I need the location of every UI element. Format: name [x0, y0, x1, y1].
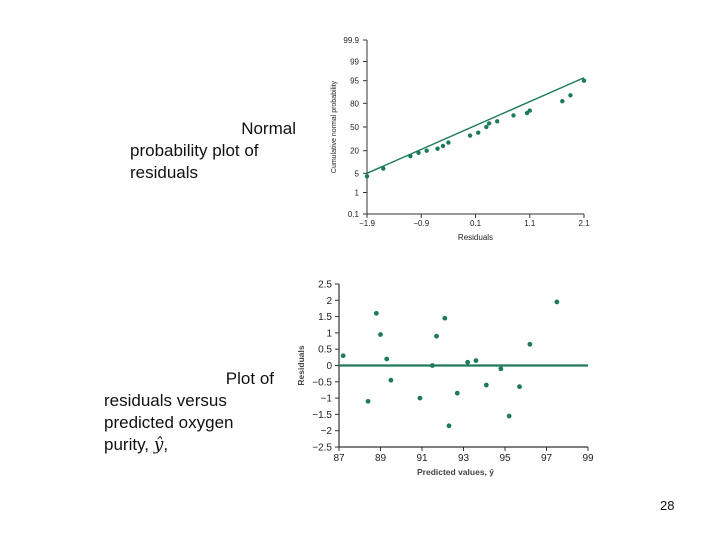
caption-line: probability plot of: [130, 141, 259, 160]
caption-text: ,: [163, 435, 169, 454]
data-point: [495, 119, 500, 124]
data-point: [365, 398, 371, 404]
normal-probability-plot: 0.1 1 5 20 50 80 95 99 99.9 −1.9 −0.9 0.1 1.1 2.1 Resi…: [331, 36, 590, 242]
y-tick-label: 0.1: [348, 210, 360, 219]
x-tick-label: 91: [416, 453, 428, 464]
y-tick-label: 80: [350, 99, 359, 108]
x-tick-label: 0.1: [470, 219, 482, 228]
caption-line: purity, ŷ,: [104, 434, 274, 456]
data-point: [378, 332, 383, 337]
data-point: [388, 377, 394, 383]
data-point: [384, 356, 390, 362]
data-point: [473, 358, 479, 364]
y-tick-label: 2: [326, 296, 332, 307]
data-point: [581, 78, 587, 83]
y-tick-label: 0.5: [318, 345, 332, 356]
fit-line: [366, 77, 585, 174]
x-axis-label: Predicted values, ŷ: [417, 467, 494, 477]
x-tick-label: 89: [375, 453, 387, 464]
y-tick-label: −1: [321, 394, 333, 405]
data-point: [517, 384, 522, 390]
normal-plot-caption: Normal probability plot of residuals: [130, 118, 300, 184]
data-point: [381, 166, 386, 171]
y-tick-label: 20: [350, 147, 359, 156]
data-point: [442, 315, 448, 321]
data-point: [416, 150, 421, 155]
data-point: [506, 413, 512, 419]
data-point: [511, 113, 516, 118]
y-hat-symbol: ŷ: [153, 435, 164, 455]
page-number: 28: [660, 498, 675, 513]
caption-line: Normal: [241, 119, 296, 138]
y-tick-label: 1.5: [318, 312, 332, 323]
x-tick-label: 2.1: [578, 219, 590, 228]
data-point: [554, 299, 560, 305]
data-point: [373, 310, 379, 316]
x-tick-label: 93: [458, 453, 470, 464]
y-tick-label: 5: [355, 169, 360, 178]
data-point: [484, 124, 489, 130]
y-tick-label: 1: [355, 188, 360, 197]
y-tick-label: 99.9: [343, 36, 359, 45]
residuals-vs-predicted-plot: −2.5 −2 −1.5 −1 −0.5 0 0.5 1 1.5 2 2.5 87 89 91 93 95 97…: [296, 280, 594, 478]
data-point: [446, 423, 452, 429]
data-point: [568, 93, 573, 98]
data-point: [498, 366, 504, 372]
residual-plot-caption: Plot of residuals versus predicted oxyge…: [104, 368, 274, 456]
data-point: [476, 130, 481, 135]
data-point: [527, 341, 533, 347]
y-tick-label: 2.5: [318, 280, 332, 291]
data-point: [429, 363, 435, 368]
data-point: [364, 174, 370, 179]
x-tick-label: 87: [333, 453, 345, 464]
data-point: [408, 153, 413, 159]
data-point: [560, 99, 565, 104]
data-point: [483, 382, 489, 388]
y-axis-label: Cumulative normal probability: [331, 80, 338, 173]
y-tick-label: 95: [350, 77, 359, 86]
data-point: [454, 390, 460, 396]
y-axis-label: Residuals: [296, 345, 306, 385]
caption-line: residuals: [130, 163, 199, 182]
caption-line: Plot of: [225, 369, 274, 388]
y-tick-label: −2: [321, 426, 333, 437]
caption-text: purity,: [104, 435, 154, 454]
data-point: [446, 140, 451, 145]
y-tick-label: −1.5: [312, 410, 332, 421]
y-tick-label: −2.5: [312, 443, 332, 454]
data-point: [486, 121, 492, 126]
x-tick-label: 99: [582, 453, 594, 464]
data-point: [417, 395, 423, 401]
y-tick-label: 99: [350, 58, 359, 67]
x-axis-label: Residuals: [458, 233, 493, 242]
data-point: [467, 133, 473, 138]
x-tick-label: 95: [499, 453, 511, 464]
data-point: [440, 143, 446, 149]
caption-line: predicted oxygen: [104, 413, 234, 432]
data-point: [340, 353, 346, 359]
x-tick-label: 97: [541, 453, 553, 464]
data-point: [434, 333, 439, 339]
x-tick-label: −1.9: [359, 219, 375, 228]
y-tick-label: 50: [350, 123, 359, 132]
x-tick-label: 1.1: [524, 219, 536, 228]
y-tick-label: −0.5: [312, 377, 332, 388]
data-point: [527, 108, 532, 113]
caption-line: residuals versus: [104, 391, 227, 410]
x-tick-label: −0.9: [413, 219, 429, 228]
data-point: [435, 146, 440, 151]
y-tick-label: 0: [326, 361, 332, 372]
data-point: [424, 148, 429, 153]
y-tick-label: 1: [326, 328, 332, 339]
data-point: [465, 359, 471, 365]
